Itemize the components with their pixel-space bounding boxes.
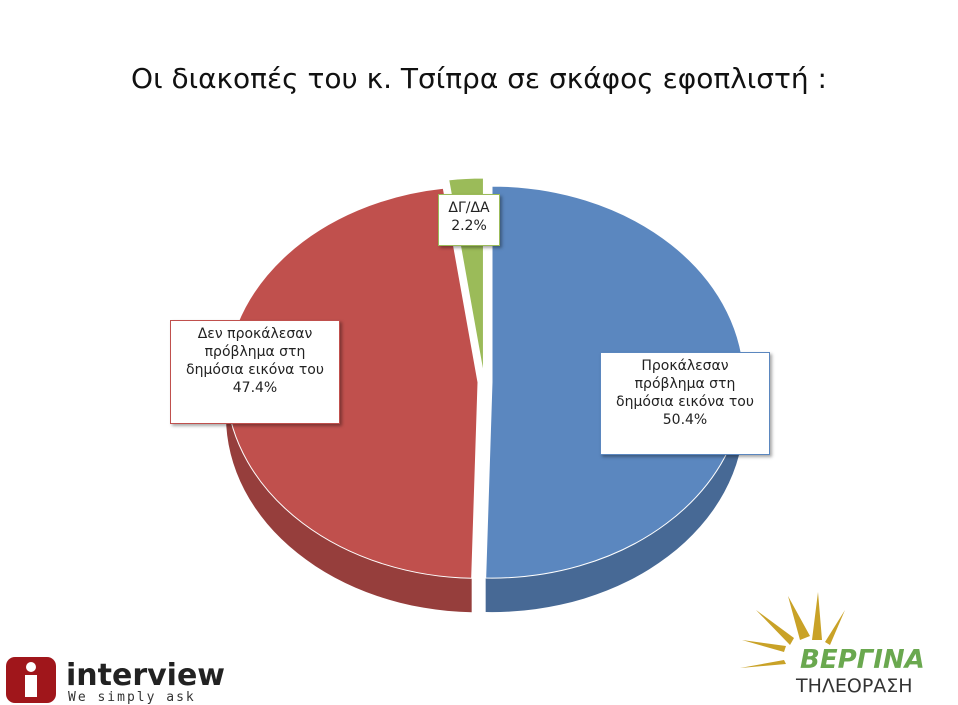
vergina-name: ΒΕΡΓΙΝΑ xyxy=(800,645,925,675)
data-label: Προκάλεσαν πρόβλημα στη δημόσια εικόνα τ… xyxy=(600,352,770,455)
value-label: 47.4% xyxy=(232,380,278,396)
value-label: 50.4% xyxy=(662,412,708,428)
slice-side xyxy=(485,382,744,613)
category-label: Προκάλεσαν πρόβλημα στη δημόσια εικόνα τ… xyxy=(616,358,754,410)
slice-side xyxy=(226,382,472,613)
category-label: Δεν προκάλεσαν πρόβλημα στη δημόσια εικό… xyxy=(186,326,324,378)
interview-icon xyxy=(6,657,56,703)
vergina-tagline: ΤΗΛΕΟΡΑΣΗ xyxy=(795,675,913,697)
chart-title: Οι διακοπές του κ. Τσίπρα σε σκάφος εφοπ… xyxy=(131,62,827,95)
value-label: 2.2% xyxy=(451,218,487,234)
interview-tagline: We simply ask xyxy=(68,690,196,705)
interview-name: interview xyxy=(66,658,225,693)
data-label: ΔΓ/ΔΑ 2.2% xyxy=(438,194,500,246)
data-label: Δεν προκάλεσαν πρόβλημα στη δημόσια εικό… xyxy=(170,320,340,424)
vergina-rays xyxy=(740,592,845,668)
category-label: ΔΓ/ΔΑ xyxy=(448,200,490,216)
